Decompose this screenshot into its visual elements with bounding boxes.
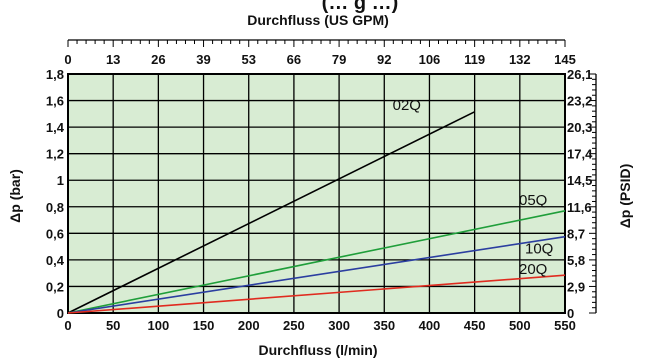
series-line-02Q bbox=[67, 111, 475, 314]
left-axis-label: Δp (bar) bbox=[7, 169, 23, 223]
y-right-tick-label: 20,3 bbox=[567, 120, 592, 135]
y-left-tick-label: 1,6 bbox=[46, 94, 64, 109]
x-bottom-tick-label: 0 bbox=[64, 318, 71, 333]
x-bottom-tick-label: 250 bbox=[283, 318, 305, 333]
series-line-20Q bbox=[67, 274, 566, 314]
y-right-tick-label: 8,7 bbox=[567, 226, 585, 241]
x-bottom-tick-label: 100 bbox=[148, 318, 170, 333]
x-bottom-tick-label: 200 bbox=[238, 318, 260, 333]
x-top-tick-label: 0 bbox=[64, 52, 71, 67]
series-label-10Q: 10Q bbox=[525, 241, 553, 258]
x-bottom-tick-label: 450 bbox=[464, 318, 486, 333]
y-right-tick-label: 14,5 bbox=[567, 173, 592, 188]
series-label-05Q: 05Q bbox=[519, 192, 547, 209]
y-right-tick-label: 23,2 bbox=[567, 94, 592, 109]
x-bottom-tick-label: 550 bbox=[554, 318, 576, 333]
y-left-tick-label: 1,4 bbox=[46, 120, 65, 135]
x-top-tick-label: 66 bbox=[287, 52, 301, 67]
x-bottom-tick-label: 300 bbox=[328, 318, 350, 333]
right-axis-label: Δp (PSID) bbox=[617, 164, 633, 229]
chart-title-fragment: (… g …) bbox=[322, 0, 399, 14]
y-right-tick-label: 11,6 bbox=[567, 200, 592, 215]
x-bottom-tick-label: 500 bbox=[509, 318, 531, 333]
plot-frame bbox=[67, 73, 566, 314]
x-bottom-tick-label: 350 bbox=[373, 318, 395, 333]
y-left-tick-label: 0 bbox=[57, 306, 64, 321]
y-right-tick-label: 26,1 bbox=[567, 67, 592, 82]
y-left-tick-label: 0,6 bbox=[46, 226, 64, 241]
y-right-tick-label: 5,8 bbox=[567, 253, 585, 268]
x-bottom-tick-label: 150 bbox=[193, 318, 215, 333]
x-top-tick-label: 79 bbox=[332, 52, 346, 67]
x-bottom-tick-label: 400 bbox=[419, 318, 441, 333]
y-left-tick-label: 1 bbox=[57, 173, 64, 188]
y-left-tick-label: 1,2 bbox=[46, 147, 64, 162]
y-left-tick-label: 0,4 bbox=[46, 253, 65, 268]
x-top-tick-label: 53 bbox=[241, 52, 255, 67]
y-left-tick-label: 0,8 bbox=[46, 200, 64, 215]
plot-area bbox=[68, 74, 565, 313]
y-right-tick-label: 17,4 bbox=[567, 147, 593, 162]
top-axis-label: Durchfluss (US GPM) bbox=[247, 12, 389, 28]
x-top-tick-label: 132 bbox=[509, 52, 531, 67]
y-left-tick-label: 1,8 bbox=[46, 67, 64, 82]
series-label-02Q: 02Q bbox=[393, 97, 421, 114]
bottom-axis-label: Durchfluss (l/min) bbox=[258, 342, 377, 358]
x-top-tick-label: 119 bbox=[464, 52, 485, 67]
x-top-tick-label: 145 bbox=[554, 52, 576, 67]
x-top-tick-label: 13 bbox=[106, 52, 120, 67]
x-top-tick-label: 26 bbox=[151, 52, 165, 67]
series-line-10Q bbox=[67, 235, 566, 314]
series-label-20Q: 20Q bbox=[519, 261, 547, 278]
series-line-05Q bbox=[67, 210, 566, 314]
y-right-tick-label: 2,9 bbox=[567, 279, 585, 294]
x-top-tick-label: 106 bbox=[419, 52, 441, 67]
x-top-tick-label: 39 bbox=[196, 52, 210, 67]
y-right-tick-label: 0 bbox=[567, 306, 574, 321]
x-top-tick-label: 92 bbox=[377, 52, 391, 67]
x-bottom-tick-label: 50 bbox=[106, 318, 120, 333]
y-left-tick-label: 0,2 bbox=[46, 279, 64, 294]
